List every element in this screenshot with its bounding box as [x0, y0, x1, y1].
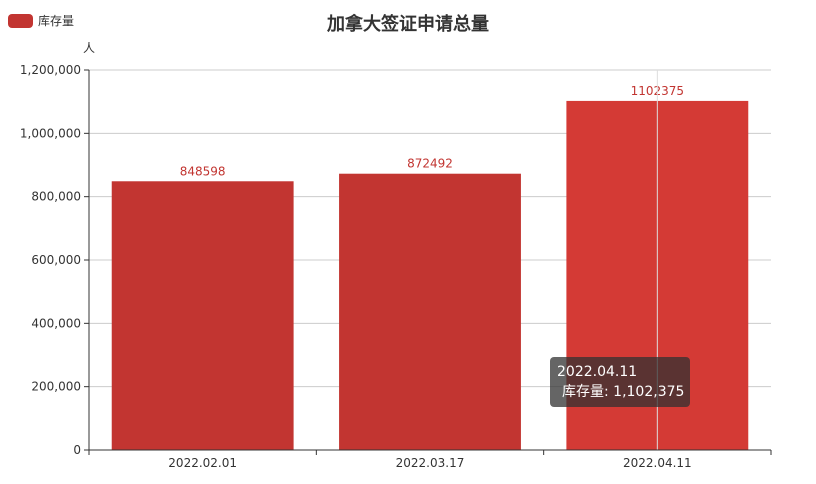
y-tick-label: 800,000 [31, 190, 81, 204]
bar-data-label: 848598 [180, 164, 226, 178]
tooltip-series-label: 库存量: 1,102,375 [562, 384, 685, 400]
y-tick-label: 400,000 [31, 316, 81, 330]
tooltip-row: 库存量: 1,102,375 [557, 382, 685, 402]
y-tick-label: 1,000,000 [20, 126, 81, 140]
tooltip: 2022.04.11 库存量: 1,102,375 [550, 357, 690, 407]
bar[interactable] [111, 181, 294, 451]
bar[interactable] [339, 173, 521, 450]
y-tick-label: 1,200,000 [20, 63, 81, 77]
legend-label: 库存量 [38, 14, 75, 28]
tooltip-category: 2022.04.11 [557, 364, 638, 380]
chart-title: 加拿大签证申请总量 [327, 14, 489, 35]
bar-data-label: 872492 [407, 157, 453, 171]
y-tick-label: 0 [73, 443, 81, 457]
x-tick-label: 2022.03.17 [396, 456, 465, 470]
y-axis-name: 人 [83, 41, 95, 55]
legend[interactable]: 库存量 [8, 12, 74, 29]
y-tick-label: 600,000 [31, 253, 81, 267]
y-tick-label: 200,000 [31, 380, 81, 394]
legend-swatch [8, 13, 33, 28]
x-tick-label: 2022.02.01 [168, 456, 237, 470]
x-tick-label: 2022.04.11 [623, 456, 692, 470]
